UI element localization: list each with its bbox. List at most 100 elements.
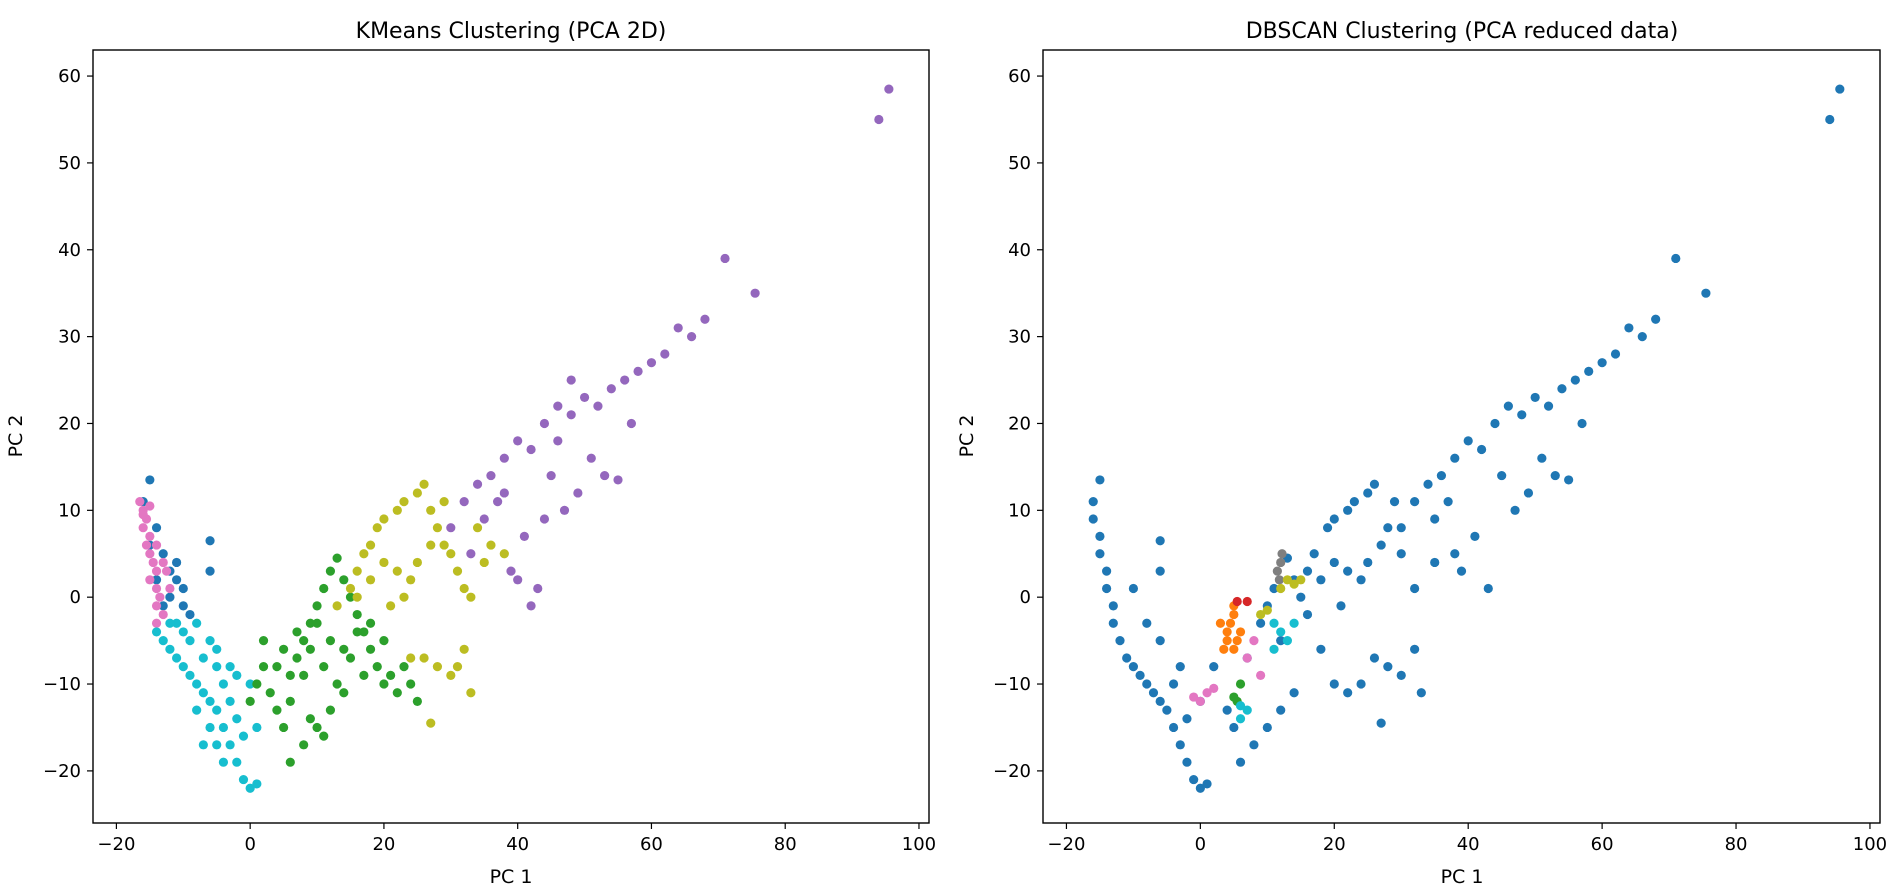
kmeans-point: [352, 566, 362, 576]
kmeans-point: [519, 531, 529, 541]
kmeans-point: [299, 636, 309, 646]
kmeans-point: [158, 609, 168, 620]
kmeans-point: [252, 779, 262, 789]
kmeans-point: [379, 557, 389, 568]
kmeans-point: [600, 470, 610, 481]
dbscan-point: [1637, 332, 1647, 342]
dbscan-point: [1369, 653, 1380, 663]
kmeans-point: [158, 636, 168, 646]
kmeans-x-tick-label: 40: [506, 834, 529, 855]
kmeans-point: [238, 731, 249, 741]
kmeans-point: [365, 540, 376, 550]
kmeans-point: [185, 609, 195, 620]
dbscan-point: [1122, 653, 1132, 663]
dbscan-y-tick-label: 0: [1020, 587, 1031, 608]
kmeans-point: [212, 644, 222, 654]
dbscan-point: [1155, 566, 1165, 576]
dbscan-point: [1229, 722, 1239, 733]
kmeans-point: [279, 644, 289, 654]
dbscan-point: [1624, 323, 1634, 333]
kmeans-point: [252, 722, 262, 733]
kmeans-point: [426, 718, 436, 728]
dbscan-point: [1168, 679, 1179, 689]
dbscan-point: [1219, 644, 1229, 654]
kmeans-y-tick-label: 0: [70, 587, 81, 608]
kmeans-point: [185, 636, 195, 646]
dbscan-point: [1249, 636, 1259, 646]
dbscan-point: [1276, 636, 1286, 646]
dbscan-point: [1128, 583, 1138, 594]
kmeans-point: [141, 540, 152, 550]
kmeans-point: [232, 714, 242, 724]
kmeans-point: [332, 553, 342, 563]
dbscan-point: [1410, 583, 1420, 594]
dbscan-point: [1235, 757, 1246, 767]
dbscan-point: [1128, 662, 1138, 672]
kmeans-point: [285, 757, 295, 767]
kmeans-point: [546, 470, 556, 481]
dbscan-point: [1256, 670, 1266, 680]
dbscan-point: [1671, 253, 1681, 264]
dbscan-point: [1222, 705, 1232, 715]
kmeans-point: [225, 740, 235, 750]
dbscan-point: [1232, 596, 1242, 607]
dbscan-point: [1523, 488, 1534, 498]
dbscan-y-tick-label: 10: [1008, 500, 1031, 521]
dbscan-point: [1483, 583, 1493, 594]
kmeans-point: [660, 349, 670, 359]
dbscan-point: [1369, 479, 1380, 489]
dbscan-point: [1108, 601, 1118, 611]
kmeans-point: [386, 670, 396, 680]
dbscan-x-tick-label: 80: [1725, 834, 1748, 855]
kmeans-point: [506, 566, 516, 576]
kmeans-point: [151, 566, 162, 576]
kmeans-point: [379, 514, 389, 524]
dbscan-point: [1276, 705, 1286, 715]
kmeans-point: [559, 505, 570, 515]
dbscan-point: [1168, 722, 1179, 733]
kmeans-point: [533, 583, 543, 594]
kmeans-point: [332, 679, 342, 689]
dbscan-point: [1410, 497, 1420, 507]
kmeans-point: [272, 705, 282, 715]
dbscan-point: [1142, 618, 1152, 628]
dbscan-point: [1470, 531, 1480, 541]
kmeans-y-tick-label: 40: [58, 240, 81, 261]
dbscan-point: [1302, 566, 1313, 576]
dbscan-point: [1108, 618, 1118, 628]
dbscan-point: [1530, 392, 1540, 403]
kmeans-point: [325, 636, 336, 646]
kmeans-point: [412, 696, 422, 707]
kmeans-point: [539, 418, 550, 429]
kmeans-point: [272, 662, 282, 672]
kmeans-point: [292, 653, 302, 663]
kmeans-point: [566, 410, 576, 420]
kmeans-point: [292, 627, 302, 637]
kmeans-point: [379, 636, 389, 646]
dbscan-point: [1148, 688, 1159, 698]
kmeans-point: [399, 497, 409, 507]
kmeans-point: [359, 627, 369, 637]
kmeans-point: [432, 662, 443, 672]
dbscan-x-tick-label: 100: [1853, 834, 1887, 855]
kmeans-point: [252, 679, 262, 689]
dbscan-point: [1416, 688, 1426, 698]
kmeans-point: [205, 636, 215, 646]
dbscan-x-tick-label: −20: [1047, 834, 1085, 855]
dbscan-point: [1543, 401, 1554, 411]
kmeans-point: [178, 662, 188, 672]
dbscan-x-tick-label: 40: [1457, 834, 1480, 855]
kmeans-point: [452, 566, 463, 576]
kmeans-point: [406, 653, 416, 663]
dbscan-point: [1349, 497, 1359, 507]
dbscan-point: [1423, 479, 1433, 489]
kmeans-x-ticks: −20 0 20 40 60 80 100: [97, 823, 936, 855]
kmeans-point: [345, 592, 356, 602]
kmeans-point: [192, 679, 202, 689]
dbscan-point: [1095, 531, 1105, 541]
kmeans-point: [459, 583, 469, 594]
kmeans-point: [606, 384, 616, 394]
kmeans-point: [386, 601, 396, 611]
dbscan-plot-frame: [1042, 49, 1881, 824]
kmeans-y-ticks: −20 −10 0 10 20 30 40 50 60: [43, 66, 93, 782]
